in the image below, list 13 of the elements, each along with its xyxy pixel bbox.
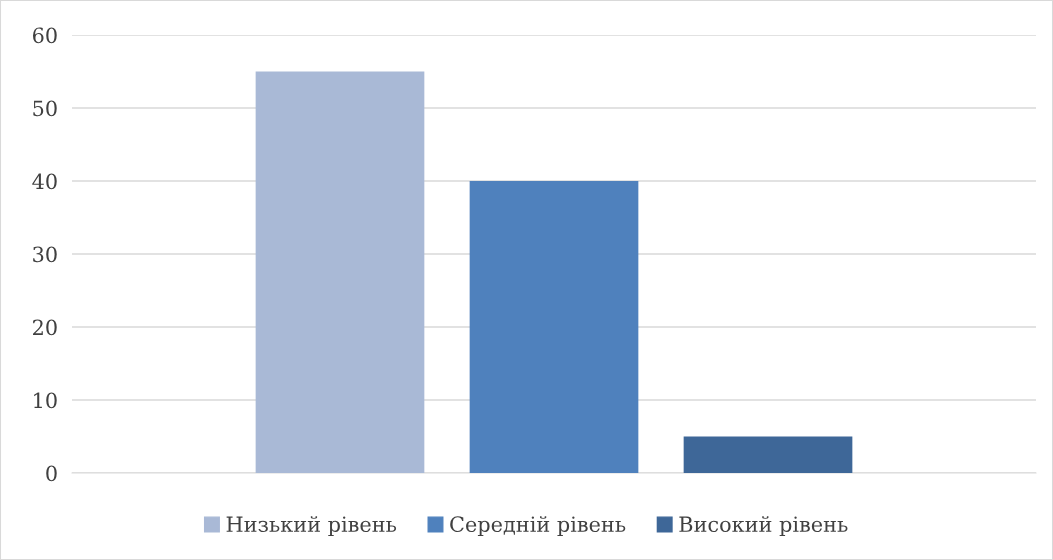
legend-label: Високий рівень	[679, 516, 848, 537]
y-tick-label: 40	[32, 173, 57, 190]
y-tick-label: 10	[34, 392, 57, 409]
bar	[255, 71, 425, 473]
legend-label: Низький рівень	[226, 516, 397, 537]
legend-label: Середній рівень	[450, 516, 626, 537]
y-tick-label: 60	[32, 27, 57, 44]
bar	[683, 436, 853, 473]
bar	[469, 181, 639, 473]
y-tick-label: 0	[46, 465, 57, 482]
y-tick-label: 50	[33, 100, 57, 117]
y-tick-label: 30	[33, 246, 57, 263]
y-tick-label: 20	[33, 319, 57, 336]
